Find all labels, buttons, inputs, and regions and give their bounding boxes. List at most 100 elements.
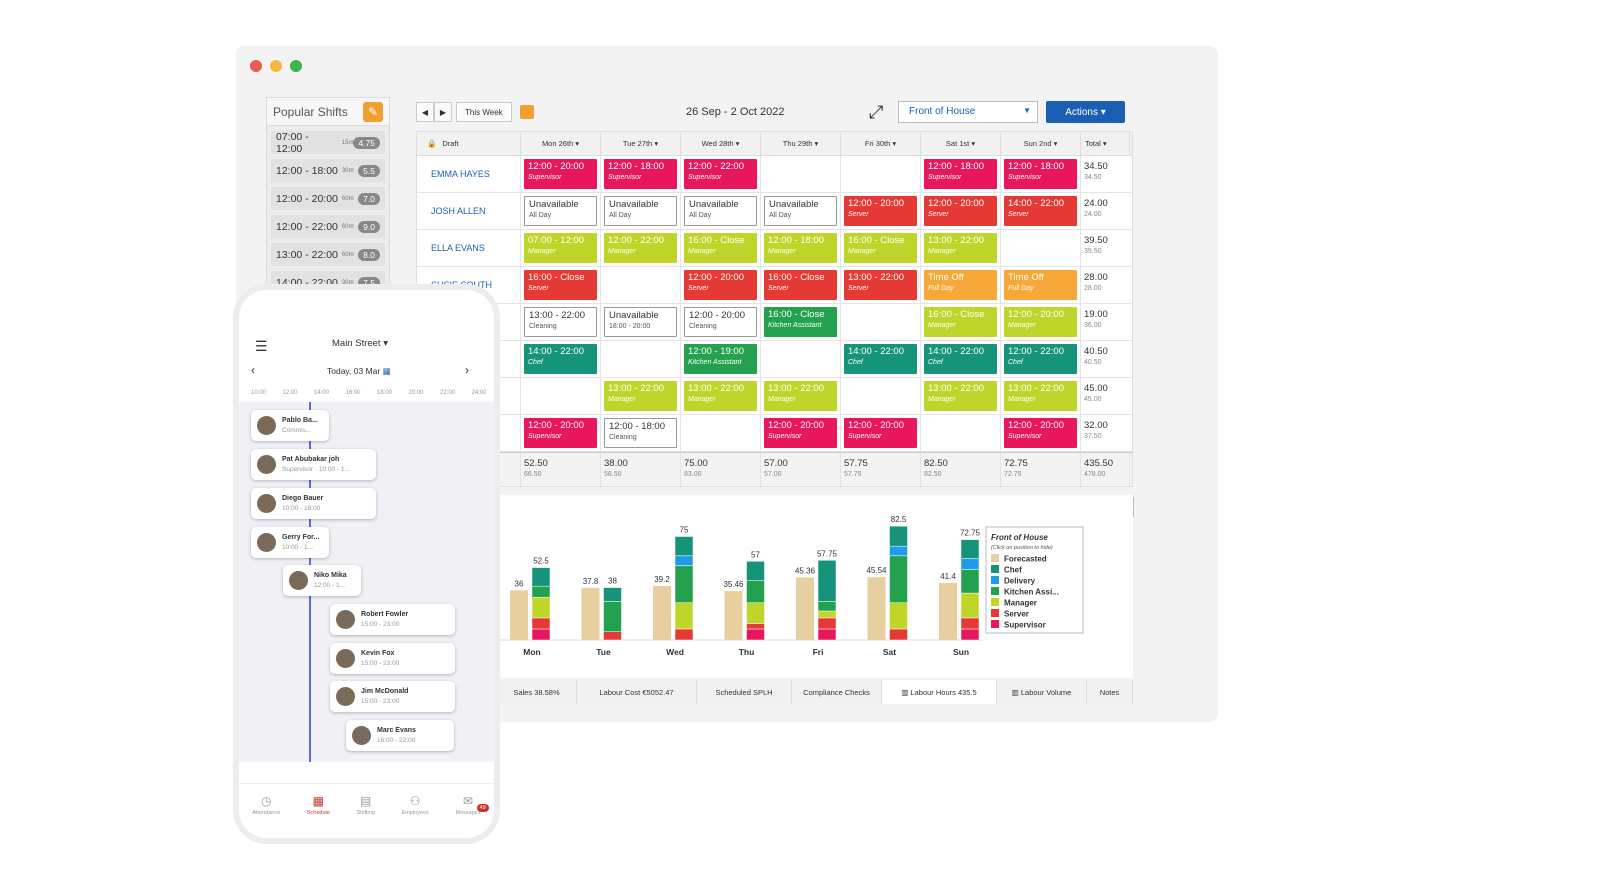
shift-block[interactable]: 13:00 - 22:00 Manager <box>684 381 757 411</box>
next-week-button[interactable]: ▶ <box>434 102 452 122</box>
schedule-cell[interactable]: 12:00 - 20:00 Supervisor <box>761 415 841 451</box>
schedule-cell[interactable]: 16:00 - Close Server <box>761 267 841 303</box>
schedule-cell[interactable]: 14:00 - 22:00 Server <box>1001 193 1081 229</box>
schedule-cell[interactable] <box>761 341 841 377</box>
schedule-cell[interactable]: 13:00 - 22:00 Manager <box>921 230 1001 266</box>
schedule-cell[interactable]: 13:00 - 22:00 Server <box>841 267 921 303</box>
schedule-cell[interactable]: 12:00 - 20:00 Supervisor <box>521 415 601 451</box>
schedule-cell[interactable]: 12:00 - 18:00 Supervisor <box>921 156 1001 192</box>
summary-tab[interactable]: Compliance Checks <box>792 680 882 704</box>
calendar-icon[interactable] <box>519 105 534 119</box>
shift-block[interactable]: 12:00 - 22:00 Chef <box>1004 344 1077 374</box>
nav-messages[interactable]: ✉ Messages 49 <box>456 794 489 838</box>
shift-block[interactable]: 13:00 - 22:00 Server <box>844 270 917 300</box>
schedule-cell[interactable]: 12:00 - 20:00 Supervisor <box>841 415 921 451</box>
schedule-cell[interactable]: Time Off Full Day <box>1001 267 1081 303</box>
schedule-cell[interactable]: 14:00 - 22:00 Chef <box>841 341 921 377</box>
shift-block[interactable]: 12:00 - 18:00 Cleaning <box>604 418 677 448</box>
popular-shift-item[interactable]: 12:00 - 22:00 60m 9.0 <box>271 215 385 238</box>
shift-block[interactable]: 12:00 - 19:00 Kitchen Assistant <box>684 344 757 374</box>
schedule-cell[interactable]: 16:00 - Close Kitchen Assistant <box>761 304 841 340</box>
schedule-cell[interactable]: 12:00 - 20:00 Supervisor <box>1001 415 1081 451</box>
schedule-cell[interactable]: Unavailable All Day <box>681 193 761 229</box>
schedule-cell[interactable] <box>1001 230 1081 266</box>
schedule-cell[interactable]: 14:00 - 22:00 Chef <box>521 341 601 377</box>
schedule-cell[interactable]: 14:00 - 22:00 Chef <box>921 341 1001 377</box>
schedule-cell[interactable]: 13:00 - 22:00 Manager <box>1001 378 1081 414</box>
shift-block[interactable]: 13:00 - 22:00 Manager <box>924 381 997 411</box>
location-select[interactable]: Front of House ▼ <box>898 101 1038 123</box>
schedule-cell[interactable]: 12:00 - 18:00 Manager <box>761 230 841 266</box>
next-day-icon[interactable]: › <box>465 363 469 377</box>
employee-name[interactable]: EMMA HAYES <box>417 156 521 192</box>
shift-block[interactable]: 07:00 - 12:00 Manager <box>524 233 597 263</box>
employee-name[interactable] <box>417 415 521 451</box>
summary-tab[interactable]: ▥ Labour Volume <box>997 680 1087 704</box>
schedule-cell[interactable]: Unavailable All Day <box>761 193 841 229</box>
schedule-cell[interactable]: 13:00 - 22:00 Manager <box>681 378 761 414</box>
employee-name[interactable] <box>417 341 521 377</box>
schedule-cell[interactable] <box>681 415 761 451</box>
schedule-cell[interactable]: 12:00 - 20:00 Server <box>681 267 761 303</box>
schedule-cell[interactable]: 13:00 - 22:00 Manager <box>601 378 681 414</box>
shift-block[interactable]: Unavailable All Day <box>684 196 757 226</box>
maximize-dot[interactable] <box>290 60 302 72</box>
employee-name[interactable] <box>417 304 521 340</box>
shift-block[interactable]: 12:00 - 20:00 Supervisor <box>764 418 837 448</box>
schedule-cell[interactable]: 12:00 - 18:00 Supervisor <box>601 156 681 192</box>
nav-attendance[interactable]: ◷ Attendance <box>252 794 280 838</box>
schedule-cell[interactable]: 16:00 - Close Manager <box>681 230 761 266</box>
day-header[interactable]: Fri 30th ▾ <box>841 132 921 155</box>
schedule-cell[interactable] <box>841 304 921 340</box>
shift-block[interactable]: 12:00 - 20:00 Supervisor <box>1004 418 1077 448</box>
nav-schedule[interactable]: ▦ Schedule <box>307 794 330 838</box>
schedule-cell[interactable]: 16:00 - Close Manager <box>921 304 1001 340</box>
schedule-cell[interactable]: 12:00 - 20:00 Manager <box>1001 304 1081 340</box>
shift-block[interactable]: 13:00 - 22:00 Manager <box>764 381 837 411</box>
shift-block[interactable]: 16:00 - Close Server <box>764 270 837 300</box>
summary-tab[interactable]: Sales 38.58% <box>497 680 577 704</box>
shift-block[interactable]: 12:00 - 20:00 Server <box>924 196 997 226</box>
shift-block[interactable]: 12:00 - 20:00 Server <box>844 196 917 226</box>
shift-card[interactable]: Pablo Ba... Commis... <box>251 410 329 441</box>
shift-block[interactable]: 12:00 - 22:00 Manager <box>604 233 677 263</box>
schedule-cell[interactable] <box>601 341 681 377</box>
nav-employees[interactable]: ⚇ Employees <box>402 794 429 838</box>
summary-tab[interactable]: Scheduled SPLH <box>697 680 792 704</box>
day-header[interactable]: Sat 1st ▾ <box>921 132 1001 155</box>
shift-block[interactable]: 12:00 - 18:00 Manager <box>764 233 837 263</box>
schedule-cell[interactable] <box>601 267 681 303</box>
close-dot[interactable] <box>250 60 262 72</box>
shift-block[interactable]: 16:00 - Close Manager <box>924 307 997 337</box>
shift-block[interactable]: 12:00 - 18:00 Supervisor <box>1004 159 1077 189</box>
this-week-button[interactable]: This Week <box>456 102 512 122</box>
shift-block[interactable]: Time Off Full Day <box>1004 270 1077 300</box>
shift-block[interactable]: 13:00 - 22:00 Manager <box>1004 381 1077 411</box>
shift-block[interactable]: 14:00 - 22:00 Server <box>1004 196 1077 226</box>
schedule-cell[interactable]: 12:00 - 22:00 Supervisor <box>681 156 761 192</box>
shift-block[interactable]: 14:00 - 22:00 Chef <box>924 344 997 374</box>
shift-block[interactable]: 13:00 - 22:00 Manager <box>924 233 997 263</box>
shift-card[interactable]: Diego Bauer 10:00 - 18:00 <box>251 488 376 519</box>
summary-tab[interactable]: ▥ Labour Hours 435.5 <box>882 680 997 704</box>
schedule-cell[interactable]: 07:00 - 12:00 Manager <box>521 230 601 266</box>
shift-block[interactable]: 12:00 - 20:00 Supervisor <box>524 159 597 189</box>
employee-name[interactable]: JOSH ALLEN <box>417 193 521 229</box>
shift-card[interactable]: Gerry For... 10:00 - 1... <box>251 527 329 558</box>
popular-shift-item[interactable]: 12:00 - 18:00 30m 5.5 <box>271 159 385 182</box>
shift-block[interactable]: 12:00 - 18:00 Supervisor <box>604 159 677 189</box>
popular-shift-item[interactable]: 12:00 - 20:00 60m 7.0 <box>271 187 385 210</box>
shift-card[interactable]: Pat Abubakar joh Supervisor · 10:00 - 1..… <box>251 449 376 480</box>
schedule-cell[interactable]: 12:00 - 20:00 Server <box>921 193 1001 229</box>
expand-icon[interactable]: ⤢ <box>869 101 884 122</box>
lock-icon[interactable]: 🔒 <box>427 139 437 148</box>
shift-card[interactable]: Robert Fowler 15:00 - 23:00 <box>330 604 455 635</box>
schedule-cell[interactable]: 16:00 - Close Server <box>521 267 601 303</box>
total-header[interactable]: Total ▾ <box>1081 132 1130 155</box>
schedule-cell[interactable] <box>841 378 921 414</box>
shift-block[interactable]: 16:00 - Close Manager <box>684 233 757 263</box>
shift-block[interactable]: 14:00 - 22:00 Chef <box>844 344 917 374</box>
schedule-cell[interactable]: 16:00 - Close Manager <box>841 230 921 266</box>
shift-block[interactable]: Unavailable All Day <box>764 196 837 226</box>
actions-button[interactable]: Actions ▾ <box>1046 101 1125 123</box>
